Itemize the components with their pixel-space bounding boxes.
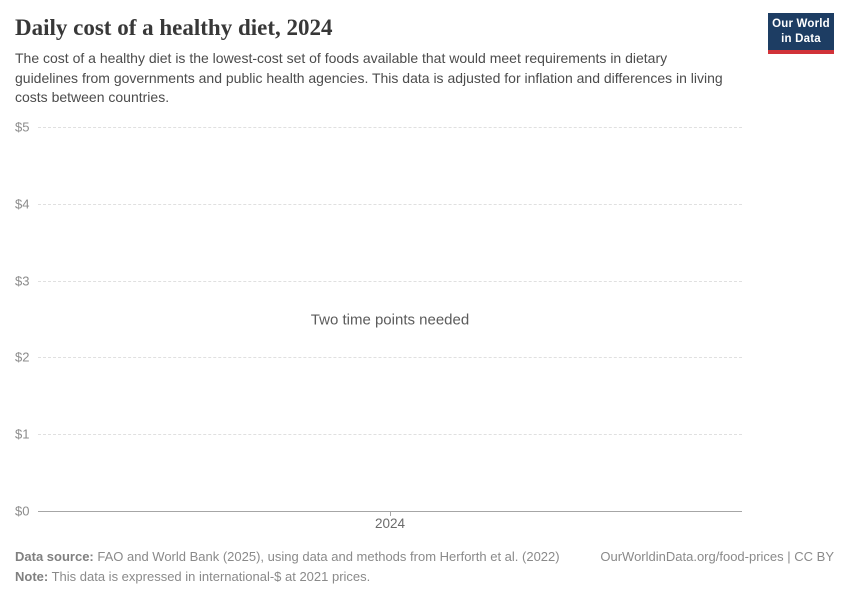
chart-empty-state-message: Two time points needed bbox=[310, 311, 470, 329]
chart-footer: Data source: FAO and World Bank (2025), … bbox=[15, 547, 834, 587]
owid-logo-line1: Our World bbox=[772, 18, 830, 30]
y-axis-tick-label: $5 bbox=[15, 119, 30, 135]
y-axis-tick-label: $2 bbox=[15, 349, 30, 365]
data-source-value: FAO and World Bank (2025), using data an… bbox=[93, 549, 560, 564]
y-axis-tick-label: $4 bbox=[15, 196, 30, 212]
gridline bbox=[38, 203, 742, 205]
owid-logo[interactable]: Our World in Data bbox=[768, 13, 834, 54]
note-label: Note: bbox=[15, 569, 49, 584]
note-value: This data is expressed in international-… bbox=[48, 569, 371, 584]
footer-line-datasource: Data source: FAO and World Bank (2025), … bbox=[15, 547, 834, 567]
data-source-label: Data source: bbox=[15, 549, 94, 564]
chart-header: Daily cost of a healthy diet, 2024 The c… bbox=[15, 14, 735, 108]
y-axis-tick-label: $0 bbox=[15, 503, 30, 519]
gridline bbox=[38, 127, 742, 128]
page-title: Daily cost of a healthy diet, 2024 bbox=[15, 15, 333, 40]
x-axis-tick-label: 2024 bbox=[374, 516, 406, 531]
gridline bbox=[38, 357, 742, 359]
y-axis-tick-label: $1 bbox=[15, 426, 30, 442]
chart-plot-area: $0 $1 $2 $3 $4 $5 2024 Two time points needed bbox=[15, 120, 742, 531]
gridline bbox=[38, 434, 742, 436]
owid-attribution-link[interactable]: OurWorldinData.org/food-prices | CC BY bbox=[600, 549, 834, 564]
y-axis-tick-label: $3 bbox=[15, 273, 30, 289]
note-text: Note: This data is expressed in internat… bbox=[15, 569, 370, 584]
footer-line-note: Note: This data is expressed in internat… bbox=[15, 567, 834, 587]
x-axis-tick-mark bbox=[390, 511, 391, 516]
data-source-text: Data source: FAO and World Bank (2025), … bbox=[15, 547, 560, 567]
chart-subtitle: The cost of a healthy diet is the lowest… bbox=[15, 50, 723, 105]
owid-logo-line2: in Data bbox=[781, 33, 821, 45]
gridline bbox=[38, 280, 742, 282]
